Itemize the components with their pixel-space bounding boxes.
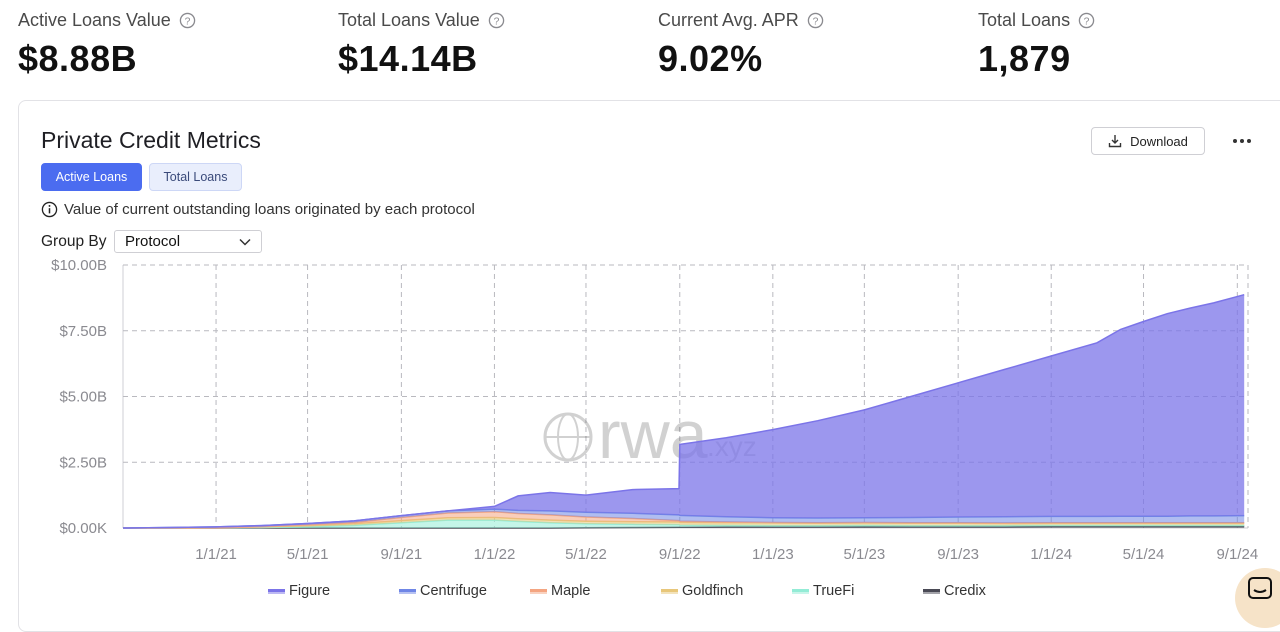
legend-swatch-fill xyxy=(530,592,547,594)
private-credit-card: Private Credit Metrics Download Active L… xyxy=(18,100,1280,632)
chevron-down-icon xyxy=(239,238,251,246)
svg-text:?: ? xyxy=(812,16,818,27)
tab-active-loans[interactable]: Active Loans xyxy=(41,163,142,191)
legend-label: Centrifuge xyxy=(420,583,487,599)
group-by-select[interactable]: Protocol xyxy=(114,230,262,253)
card-title: Private Credit Metrics xyxy=(41,127,261,153)
legend-item-credix[interactable]: Credix xyxy=(923,583,987,599)
kpi-label: Current Avg. APR xyxy=(658,10,799,30)
kpi-label: Total Loans Value xyxy=(338,10,480,30)
legend-label: TrueFi xyxy=(813,583,854,599)
legend-label: Credix xyxy=(944,583,987,599)
kpi-label: Total Loans xyxy=(978,10,1071,30)
legend-item-maple[interactable]: Maple xyxy=(530,583,591,599)
legend-swatch xyxy=(399,589,416,592)
kpi-label: Active Loans Value xyxy=(18,10,171,30)
kpi-row: Active Loans Value ? $8.88B Total Loans … xyxy=(0,0,1280,96)
svg-text:?: ? xyxy=(493,16,499,27)
legend-swatch-fill xyxy=(923,592,940,594)
legend-swatch-fill xyxy=(399,592,416,594)
legend-swatch-fill xyxy=(268,592,285,594)
legend-swatch xyxy=(792,589,809,592)
legend-swatch xyxy=(268,589,285,592)
help-icon[interactable]: ? xyxy=(488,12,505,29)
info-text: Value of current outstanding loans origi… xyxy=(64,201,475,218)
info-icon xyxy=(41,201,58,218)
more-horizontal-icon xyxy=(1233,139,1251,143)
legend-label: Figure xyxy=(289,583,330,599)
legend-item-truefi[interactable]: TrueFi xyxy=(792,583,854,599)
download-button[interactable]: Download xyxy=(1091,127,1205,155)
help-icon[interactable]: ? xyxy=(179,12,196,29)
download-icon xyxy=(1108,135,1122,148)
legend-swatch-fill xyxy=(792,592,809,594)
legend-label: Goldfinch xyxy=(682,583,743,599)
chart-description: Value of current outstanding loans origi… xyxy=(41,201,475,218)
kpi-value: $8.88B xyxy=(18,38,138,79)
svg-text:?: ? xyxy=(184,16,190,27)
legend-item-centrifuge[interactable]: Centrifuge xyxy=(399,583,487,599)
kpi-value: 9.02% xyxy=(658,38,763,79)
legend-swatch xyxy=(530,589,547,592)
legend-item-figure[interactable]: Figure xyxy=(268,583,330,599)
download-label: Download xyxy=(1130,133,1188,149)
help-icon[interactable]: ? xyxy=(1078,12,1095,29)
group-by-value: Protocol xyxy=(125,233,181,250)
legend-label: Maple xyxy=(551,583,591,599)
help-icon[interactable]: ? xyxy=(807,12,824,29)
more-options-button[interactable] xyxy=(1227,131,1257,151)
kpi-value: 1,879 xyxy=(978,38,1071,79)
legend-swatch xyxy=(923,589,940,592)
tab-total-loans[interactable]: Total Loans xyxy=(149,163,242,191)
kpi-value: $14.14B xyxy=(338,38,478,79)
group-by-label: Group By xyxy=(41,233,107,250)
legend-swatch-fill xyxy=(661,592,678,594)
legend-item-goldfinch[interactable]: Goldfinch xyxy=(661,583,743,599)
svg-text:?: ? xyxy=(1084,16,1090,27)
legend-swatch xyxy=(661,589,678,592)
chat-icon xyxy=(1248,577,1272,599)
